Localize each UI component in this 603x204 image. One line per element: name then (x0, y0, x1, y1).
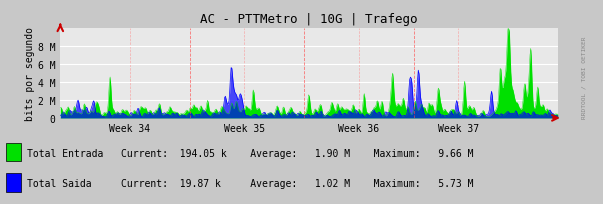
Y-axis label: bits por segundo: bits por segundo (25, 27, 35, 120)
Text: Total Entrada   Current:  194.05 k    Average:   1.90 M    Maximum:   9.66 M: Total Entrada Current: 194.05 k Average:… (27, 148, 473, 158)
Title: AC - PTTMetro | 10G | Trafego: AC - PTTMetro | 10G | Trafego (200, 13, 418, 26)
Text: RRDTOOL / TOBI OETIKER: RRDTOOL / TOBI OETIKER (581, 37, 586, 119)
Text: Total Saida     Current:  19.87 k     Average:   1.02 M    Maximum:   5.73 M: Total Saida Current: 19.87 k Average: 1.… (27, 179, 473, 188)
